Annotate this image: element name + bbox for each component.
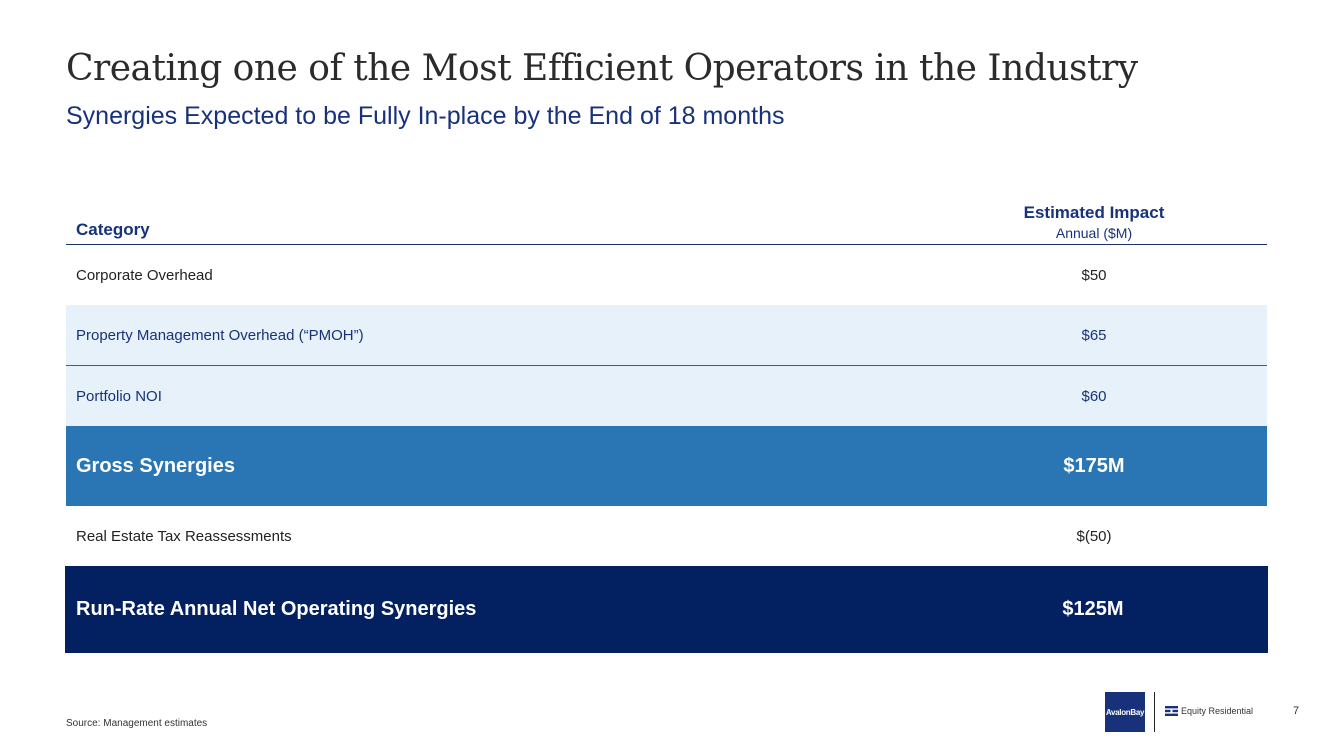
impact-header-subtitle: Annual ($M) <box>1055 225 1133 241</box>
row-label: Run-Rate Annual Net Operating Synergies <box>76 598 477 620</box>
row-value: $60 <box>1081 387 1107 405</box>
row-label: Portfolio NOI <box>76 387 162 405</box>
category-column-header: Category <box>76 220 150 239</box>
table-row-net-synergies: Run-Rate Annual Net Operating Synergies … <box>65 566 1268 653</box>
row-label: Corporate Overhead <box>76 266 213 284</box>
row-label: Property Management Overhead (“PMOH”) <box>76 326 364 344</box>
avalonbay-logo: AvalonBay <box>1105 692 1145 732</box>
equity-residential-logo: Equity Residential <box>1165 706 1253 716</box>
table-row-gross-synergies: Gross Synergies $175M <box>66 426 1267 506</box>
row-value: $125M <box>1062 598 1124 620</box>
impact-column-header: Estimated Impact Annual ($M) <box>1014 203 1174 241</box>
table-row-portfolio-noi: Portfolio NOI $60 <box>66 365 1267 426</box>
table-header: Category Estimated Impact Annual ($M) <box>66 190 1267 245</box>
synergies-table: Category Estimated Impact Annual ($M) Co… <box>65 190 1268 653</box>
avalonbay-logo-text: AvalonBay <box>1105 707 1145 717</box>
equity-residential-logo-text: Equity Residential <box>1181 706 1254 716</box>
page-number: 7 <box>1293 705 1300 717</box>
source-note: Source: Management estimates <box>66 718 208 729</box>
table-row-pmoh: Property Management Overhead (“PMOH”) $6… <box>66 305 1267 365</box>
row-value: $50 <box>1081 266 1107 284</box>
slide-title: Creating one of the Most Efficient Opera… <box>66 48 1138 89</box>
impact-header-title: Estimated Impact <box>1023 203 1165 222</box>
row-label: Gross Synergies <box>76 454 235 477</box>
row-label: Real Estate Tax Reassessments <box>76 527 292 545</box>
table-row-tax-reassessments: Real Estate Tax Reassessments $(50) <box>66 506 1267 566</box>
logo-divider <box>1154 692 1155 732</box>
equity-residential-icon <box>1165 706 1178 716</box>
row-value: $65 <box>1081 326 1107 344</box>
row-value: $(50) <box>1076 527 1112 545</box>
row-value: $175M <box>1063 454 1125 477</box>
table-row-corporate-overhead: Corporate Overhead $50 <box>66 245 1267 305</box>
slide-subtitle: Synergies Expected to be Fully In-place … <box>66 102 785 130</box>
